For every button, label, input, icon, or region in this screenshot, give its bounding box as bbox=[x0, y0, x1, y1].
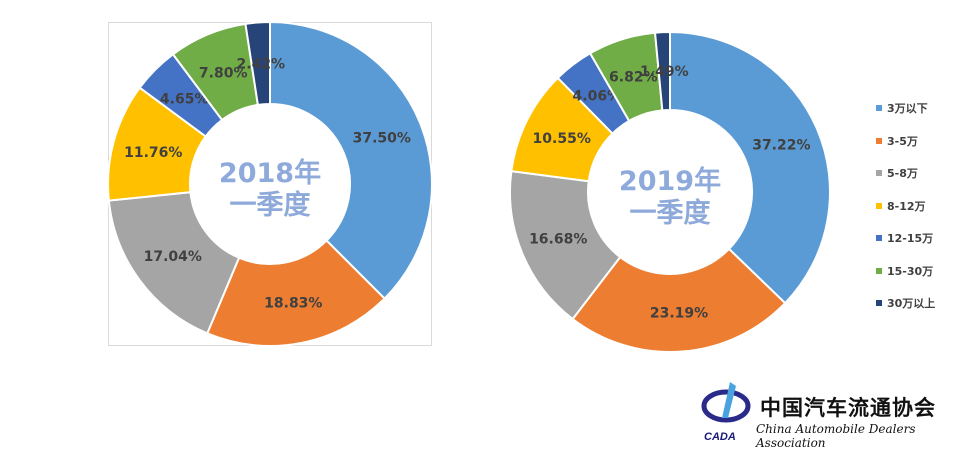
center-subtitle: 一季度 bbox=[630, 197, 711, 229]
donut-slice-2019年-3万以下 bbox=[669, 30, 831, 305]
center-title: 2018年 bbox=[219, 157, 321, 189]
legend-label: 15-30万 bbox=[887, 264, 934, 278]
cada-logo: CADA 中国汽车流通协会 China Automobile Dealers A… bbox=[700, 378, 960, 450]
legend-label: 8-12万 bbox=[887, 199, 926, 213]
legend: 3万以下 3-5万 5-8万 8-12万 12-15万 15-30万 30万以上 bbox=[876, 92, 935, 320]
legend-swatch bbox=[876, 170, 882, 177]
data-label: 2.42% bbox=[237, 56, 286, 72]
data-label: 6.82% bbox=[609, 70, 658, 86]
data-label: 4.65% bbox=[160, 92, 209, 108]
donut-slice-2019年-3-5万 bbox=[571, 247, 787, 353]
legend-swatch bbox=[876, 105, 882, 112]
data-label: 18.83% bbox=[264, 296, 322, 312]
legend-item: 5-8万 bbox=[876, 157, 935, 190]
legend-label: 3-5万 bbox=[887, 134, 918, 148]
legend-swatch bbox=[876, 235, 882, 242]
logo-chinese-name: 中国汽车流通协会 bbox=[760, 395, 936, 420]
data-label: 10.55% bbox=[533, 131, 591, 147]
donut-slice-2018年-30万以上 bbox=[244, 20, 271, 107]
legend-swatch bbox=[876, 267, 882, 274]
data-label: 4.06% bbox=[573, 89, 622, 105]
legend-item: 30万以上 bbox=[876, 287, 935, 320]
cada-emblem-icon: CADA bbox=[701, 382, 751, 443]
data-label: 37.22% bbox=[752, 138, 810, 154]
legend-item: 3万以下 bbox=[876, 92, 935, 125]
legend-item: 8-12万 bbox=[876, 190, 935, 223]
data-label: 1.49% bbox=[640, 64, 689, 80]
legend-label: 3万以下 bbox=[887, 102, 928, 116]
legend-label: 5-8万 bbox=[887, 167, 918, 181]
center-title: 2019年 bbox=[619, 165, 721, 197]
legend-item: 12-15万 bbox=[876, 222, 935, 255]
data-label: 11.76% bbox=[124, 145, 182, 161]
legend-item: 15-30万 bbox=[876, 255, 935, 288]
svg-text:CADA: CADA bbox=[704, 431, 736, 443]
data-label: 7.80% bbox=[199, 65, 248, 81]
legend-swatch bbox=[876, 202, 882, 209]
donut-slice-2018年-5-8万 bbox=[107, 191, 241, 335]
data-label: 16.68% bbox=[529, 231, 587, 247]
legend-swatch bbox=[876, 137, 882, 144]
donut-slice-2018年-3万以下 bbox=[269, 20, 433, 300]
donut-slice-2019年-30万以上 bbox=[653, 30, 671, 112]
legend-label: 12-15万 bbox=[887, 232, 934, 246]
legend-label: 30万以上 bbox=[887, 297, 936, 311]
data-label: 37.50% bbox=[353, 131, 411, 147]
legend-swatch bbox=[876, 300, 882, 307]
data-label: 23.19% bbox=[650, 306, 708, 322]
legend-item: 3-5万 bbox=[876, 125, 935, 158]
data-label: 17.04% bbox=[144, 249, 202, 265]
center-subtitle: 一季度 bbox=[230, 189, 311, 221]
donut-slice-2018年-3-5万 bbox=[205, 239, 386, 347]
